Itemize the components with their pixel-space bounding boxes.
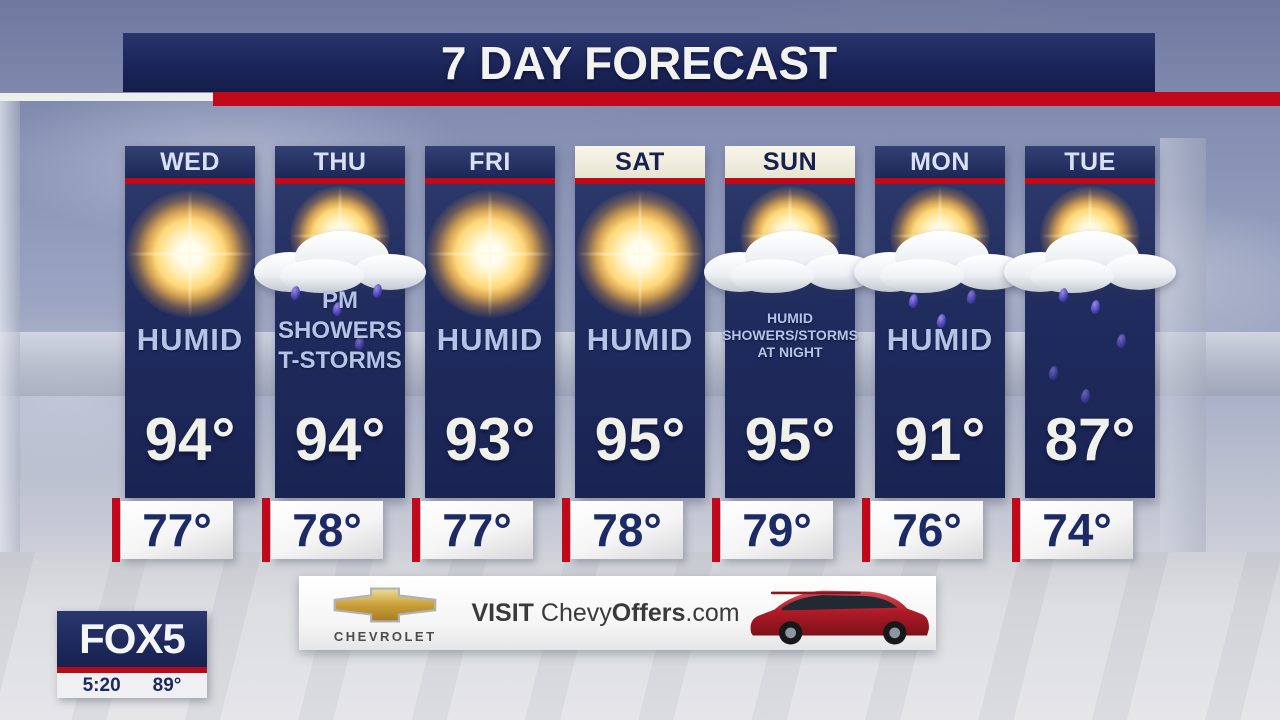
day-name: WED: [160, 147, 220, 176]
title-bar: 7 DAY FORECAST: [123, 33, 1155, 92]
sun-icon: [890, 186, 990, 286]
day-body: HUMID 95°: [575, 184, 705, 498]
low-temp-box: 78°: [571, 501, 683, 559]
forecast-column-sat: SAT HUMID 95°: [575, 146, 705, 498]
raindrop-icon: [907, 293, 920, 309]
day-header: WED: [125, 146, 255, 178]
low-temp-red-bar: [712, 498, 720, 562]
title-white-bar: [0, 93, 213, 101]
raindrop-icon: [1089, 299, 1102, 315]
day-body: HUMID 94°: [125, 184, 255, 498]
cloud-icon: [704, 231, 876, 293]
ad-message: VISIT ChevyOffers.com: [471, 598, 740, 627]
day-name: TUE: [1064, 147, 1116, 176]
condition-text: PM SHOWERS T-STORMS: [277, 287, 402, 374]
sun-icon: [126, 190, 254, 318]
low-temp-box: 79°: [721, 501, 833, 559]
high-temp: 93°: [444, 406, 536, 473]
day-header: MON: [875, 146, 1005, 178]
low-temp-red-bar: [1012, 498, 1020, 562]
low-temp-red-bar: [412, 498, 420, 562]
forecast-column-thu: THU PM SHOWERS T-STORMS 9: [254, 146, 426, 498]
forecast-column-fri: FRI HUMID 93°: [425, 146, 555, 498]
day-body: 87°: [1004, 184, 1176, 498]
low-temp-red-bar: [562, 498, 570, 562]
chevrolet-logo: CHEVROLET: [299, 583, 471, 644]
low-temp-box: 77°: [121, 501, 233, 559]
bug-red-stripe: [57, 667, 207, 673]
day-name: SUN: [762, 147, 818, 176]
fox5-logo: FOX5: [57, 611, 207, 667]
chevrolet-wordmark: CHEVROLET: [333, 628, 437, 644]
condition-text: HUMID: [136, 322, 244, 357]
header-red-stripe: [125, 178, 255, 184]
forecast-column-sun: SUN HUMID SHOWERS/STORMS AT NIGHT 95°: [704, 146, 876, 498]
condition-text: HUMID SHOWERS/STORMS AT NIGHT: [722, 310, 858, 360]
studio-pillar-right: [1160, 138, 1206, 608]
day-name: FRI: [469, 147, 511, 176]
high-temp: 91°: [894, 406, 986, 473]
chevrolet-bowtie-icon: [333, 586, 437, 623]
high-temp: 94°: [294, 406, 386, 473]
time-temp-strip: 5:20 89°: [57, 673, 207, 698]
raindrop-icon: [1047, 365, 1060, 381]
red-suv-image: [750, 590, 929, 645]
day-body: HUMID 93°: [425, 184, 555, 498]
day-header: FRI: [425, 146, 555, 178]
day-name: THU: [313, 147, 367, 176]
sun-icon: [426, 190, 554, 318]
header-red-stripe: [725, 178, 855, 184]
day-body: HUMID 91°: [854, 184, 1026, 498]
forecast-column-wed: WED HUMID 94°: [125, 146, 255, 498]
clock-time: 5:20: [82, 674, 121, 696]
day-header: THU: [275, 146, 405, 178]
high-temp: 87°: [1044, 406, 1136, 473]
cloud-icon: [1004, 231, 1176, 293]
low-temp-red-bar: [112, 498, 120, 562]
raindrop-icon: [1079, 388, 1092, 404]
sun-icon: [576, 190, 704, 318]
day-name: SAT: [615, 147, 665, 176]
high-temp: 94°: [144, 406, 236, 473]
studio-pillar-left: [0, 96, 20, 656]
day-name: MON: [910, 147, 970, 176]
page-title: 7 DAY FORECAST: [440, 36, 838, 89]
low-temp-red-bar: [262, 498, 270, 562]
high-temp: 95°: [744, 406, 836, 473]
header-red-stripe: [575, 178, 705, 184]
header-red-stripe: [275, 178, 405, 184]
high-temp: 95°: [594, 406, 686, 473]
header-red-stripe: [1025, 178, 1155, 184]
header-red-stripe: [425, 178, 555, 184]
header-red-stripe: [875, 178, 1005, 184]
title-red-stripe: [213, 92, 1280, 106]
sun-icon: [1040, 186, 1140, 286]
current-temp: 89°: [152, 674, 182, 696]
low-temp-red-bar: [862, 498, 870, 562]
day-body: PM SHOWERS T-STORMS 94°: [254, 184, 426, 498]
low-temp-box: 76°: [871, 501, 983, 559]
raindrop-icon: [1057, 287, 1070, 303]
day-header: SUN: [725, 146, 855, 178]
raindrop-icon: [965, 289, 978, 305]
condition-text: HUMID: [886, 322, 994, 357]
low-temp-box: 77°: [421, 501, 533, 559]
sun-icon: [740, 186, 840, 286]
forecast-column-tue: TUE 87°: [1004, 146, 1176, 498]
station-bug: FOX5 5:20 89°: [57, 611, 207, 698]
condition-text: HUMID: [436, 322, 544, 357]
low-temp-box: 74°: [1021, 501, 1133, 559]
day-header: SAT: [575, 146, 705, 178]
condition-text: HUMID: [586, 322, 694, 357]
day-body: HUMID SHOWERS/STORMS AT NIGHT 95°: [704, 184, 876, 498]
sponsor-banner: CHEVROLET VISIT ChevyOffers.com: [299, 576, 936, 650]
sun-icon: [290, 186, 390, 286]
cloud-icon: [854, 231, 1026, 293]
day-header: TUE: [1025, 146, 1155, 178]
raindrop-icon: [1115, 333, 1128, 349]
forecast-column-mon: MON HUMID 91°: [854, 146, 1026, 498]
low-temp-box: 78°: [271, 501, 383, 559]
